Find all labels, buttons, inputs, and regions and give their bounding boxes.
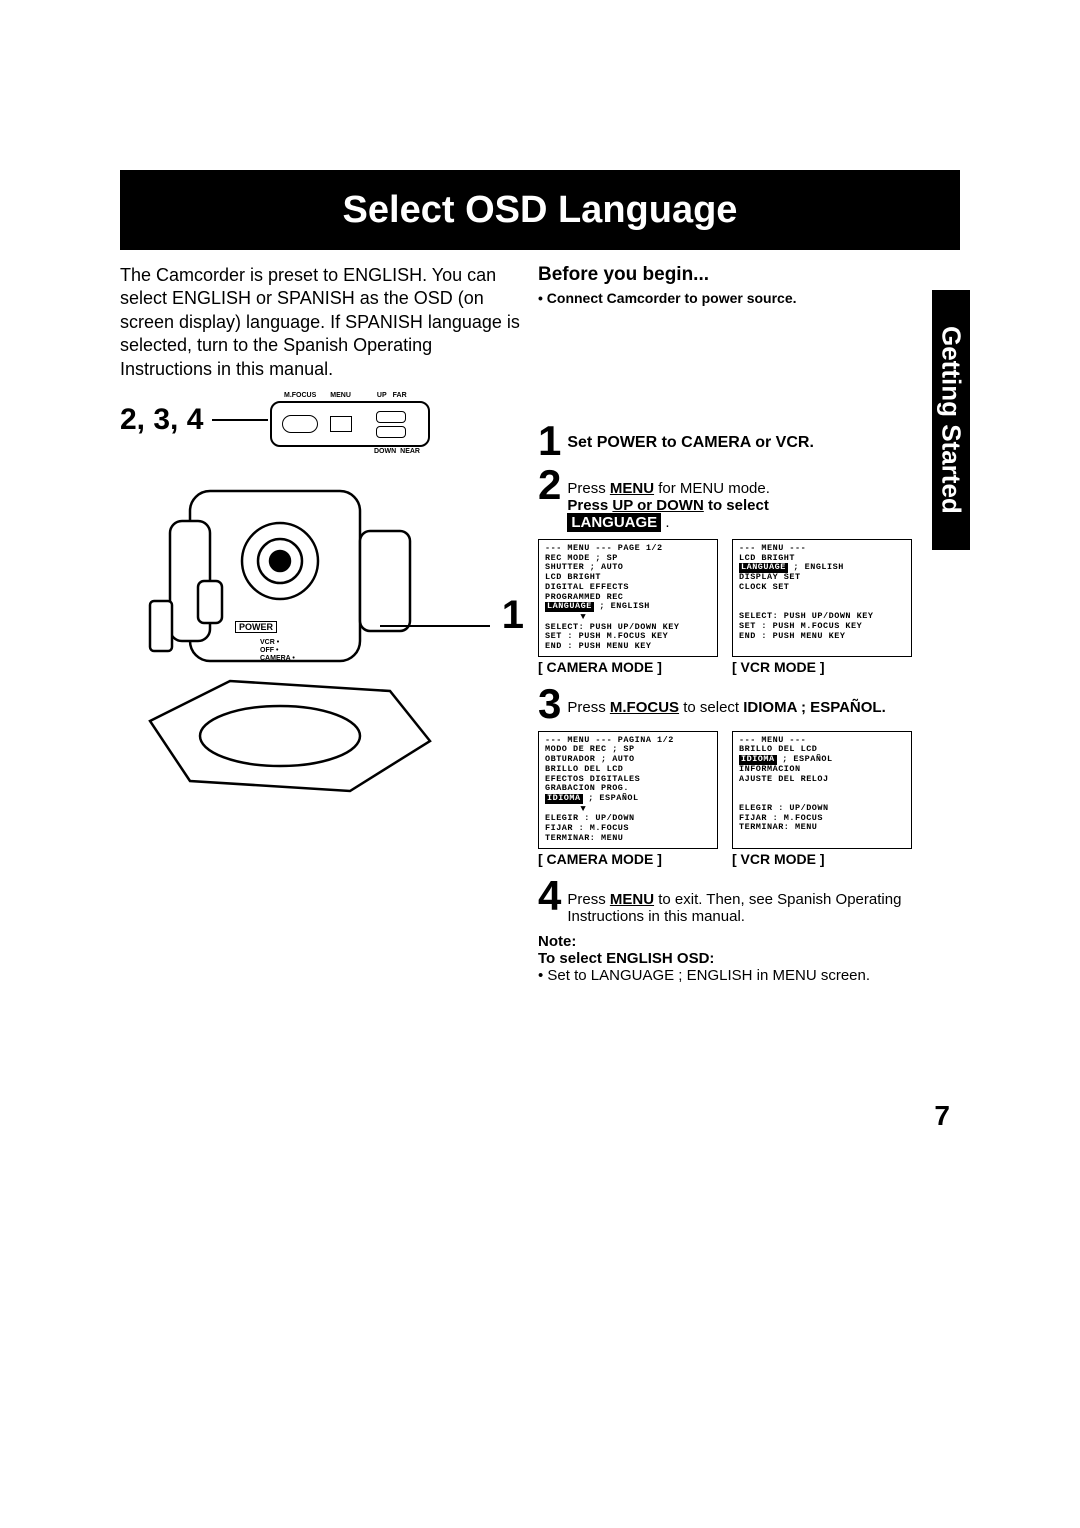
step-4: 4 Press MENU to exit. Then, see Spanish … — [538, 877, 938, 925]
button-panel: M.FOCUS MENU UP FAR DOWN — [270, 401, 430, 447]
step-4-text: Press MENU to exit. Then, see Spanish Op… — [567, 877, 938, 925]
step-3-text: Press M.FOCUS to select IDIOMA ; ESPAÑOL… — [567, 685, 885, 716]
btn-label-near: NEAR — [400, 448, 420, 455]
power-switch-positions: VCR • OFF • CAMERA • — [260, 639, 295, 663]
step-pointer-234: 2, 3, 4 — [120, 403, 203, 437]
mode-camera-label: [ CAMERA MODE ] — [538, 659, 718, 675]
header-bar: Select OSD Language — [120, 170, 960, 250]
menu-screens-spanish: --- MENU --- PAGINA 1/2 MODO DE REC ; SP… — [538, 731, 938, 849]
mode-vcr-label-2: [ VCR MODE ] — [732, 851, 912, 867]
step-2-number: 2 — [538, 466, 561, 504]
step-2: 2 Press MENU for MENU mode. Press UP or … — [538, 466, 938, 531]
mfocus-button-icon — [282, 415, 318, 433]
power-off: OFF • — [260, 647, 295, 655]
step-1-text: Set POWER to CAMERA or VCR. — [567, 422, 814, 452]
step-ref-text: 2, 3, 4 — [120, 403, 203, 436]
menu-vcr-spanish: --- MENU --- BRILLO DEL LCD IDIOMA ; ESP… — [732, 731, 912, 849]
mode-labels-2: [ CAMERA MODE ] [ VCR MODE ] — [538, 851, 938, 867]
page-number: 7 — [934, 1100, 950, 1132]
mode-labels-1: [ CAMERA MODE ] [ VCR MODE ] — [538, 659, 938, 675]
step-2-text: Press MENU for MENU mode. Press UP or DO… — [567, 466, 770, 531]
mode-camera-label-2: [ CAMERA MODE ] — [538, 851, 718, 867]
note-block: Note: To select ENGLISH OSD: • Set to LA… — [538, 933, 938, 984]
page-title: Select OSD Language — [343, 189, 738, 232]
step-4-number: 4 — [538, 877, 561, 915]
before-heading: Before you begin... — [538, 264, 938, 286]
camera-diagram: 2, 3, 4 M.FOCUS MENU UP FAR — [120, 411, 520, 811]
btn-label-mfocus: M.FOCUS — [284, 392, 316, 399]
menu-button-icon — [330, 416, 352, 432]
intro-text: The Camcorder is preset to ENGLISH. You … — [120, 264, 520, 381]
section-tab-label: Getting Started — [936, 326, 967, 514]
section-tab: Getting Started — [932, 290, 970, 550]
step-3-number: 3 — [538, 685, 561, 723]
menu-camera-english: --- MENU --- PAGE 1/2 REC MODE ; SP SHUT… — [538, 539, 718, 657]
menu-camera-spanish: --- MENU --- PAGINA 1/2 MODO DE REC ; SP… — [538, 731, 718, 849]
language-pill: LANGUAGE — [567, 513, 661, 532]
btn-label-down: DOWN — [374, 448, 396, 455]
step-1-number: 1 — [538, 422, 561, 460]
btn-label-up: UP — [377, 392, 387, 399]
step-1: 1 Set POWER to CAMERA or VCR. — [538, 422, 938, 460]
camcorder-icon — [130, 461, 500, 801]
power-label: POWER — [235, 621, 277, 633]
power-camera: CAMERA • — [260, 655, 295, 663]
mode-vcr-label: [ VCR MODE ] — [732, 659, 912, 675]
menu-vcr-english: --- MENU --- LCD BRIGHT LANGUAGE ; ENGLI… — [732, 539, 912, 657]
note-text: • Set to LANGUAGE ; ENGLISH in MENU scre… — [538, 967, 870, 984]
note-subheading: To select ENGLISH OSD: — [538, 950, 714, 967]
menu-screens-english: --- MENU --- PAGE 1/2 REC MODE ; SP SHUT… — [538, 539, 938, 657]
step-3: 3 Press M.FOCUS to select IDIOMA ; ESPAÑ… — [538, 685, 938, 723]
btn-label-far: FAR — [393, 392, 407, 399]
before-bullet: • Connect Camcorder to power source. — [538, 290, 938, 306]
btn-label-menu: MENU — [330, 392, 351, 399]
step-pointer-1: 1 — [502, 593, 524, 638]
note-heading: Note: — [538, 933, 576, 950]
power-vcr: VCR • — [260, 639, 295, 647]
